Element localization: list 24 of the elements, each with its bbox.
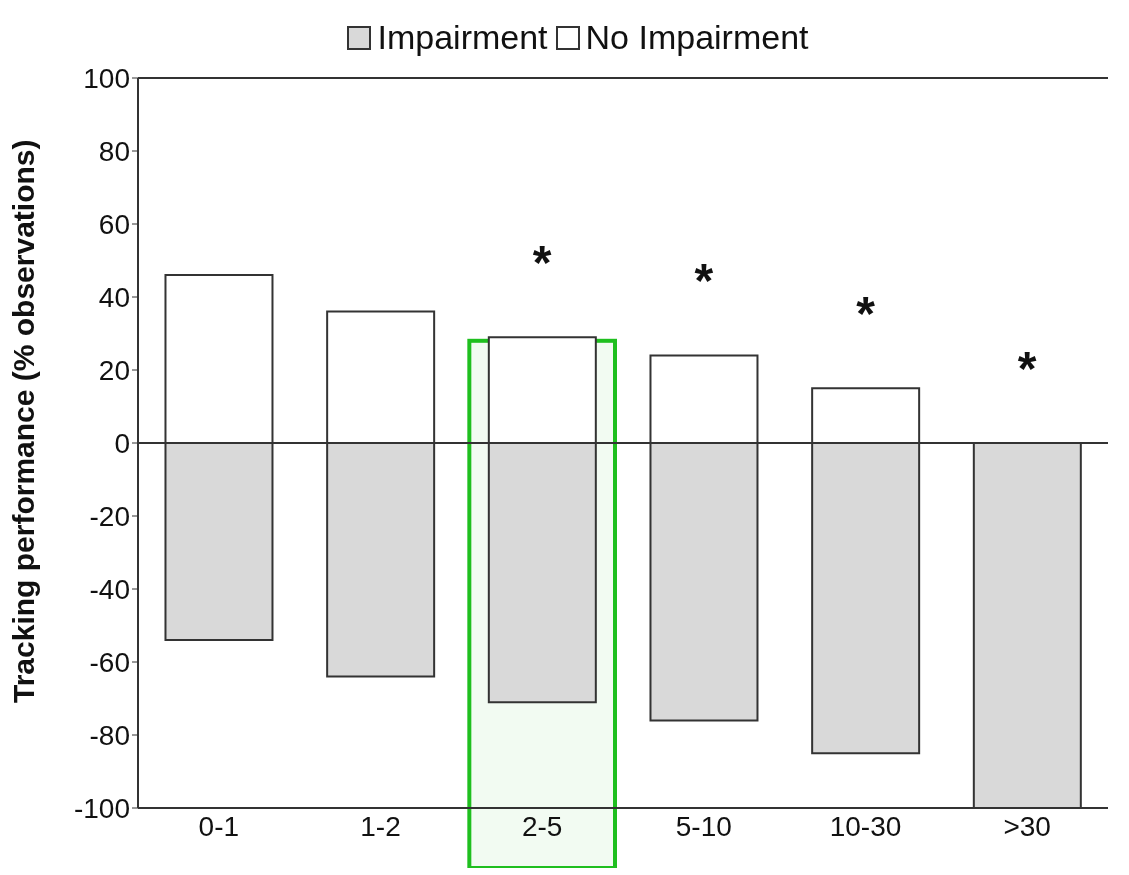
- x-tick-label: 0-1: [198, 810, 240, 842]
- y-tick-label: -20: [89, 500, 130, 532]
- y-tick-label: -80: [89, 719, 130, 751]
- x-tick-label: 10-30: [829, 810, 902, 842]
- y-tick-label: 80: [98, 135, 130, 167]
- y-tick-label: 20: [98, 354, 130, 386]
- annotation: *: [694, 254, 714, 308]
- annotation: *: [856, 287, 876, 341]
- annotation: *: [532, 236, 552, 290]
- x-tick-label: 2-5: [521, 810, 563, 842]
- y-axis-title: Tracking performance (% observations): [6, 139, 40, 703]
- y-tick-label: 100: [83, 62, 130, 94]
- legend-label: Impairment: [376, 18, 548, 57]
- y-tick-label: -100: [73, 792, 130, 824]
- y-tick-label: -60: [89, 646, 130, 678]
- x-tick-label: 5-10: [675, 810, 732, 842]
- annotation: *: [1017, 342, 1037, 396]
- y-tick-label: 60: [98, 208, 130, 240]
- x-tick-label: >30: [1003, 810, 1051, 842]
- y-tick-label: -40: [89, 573, 130, 605]
- x-tick-label: 1-2: [360, 810, 401, 842]
- y-tick-label: 40: [98, 281, 130, 313]
- legend-label: No Impairment: [584, 18, 809, 57]
- y-tick-label: 0: [114, 427, 130, 459]
